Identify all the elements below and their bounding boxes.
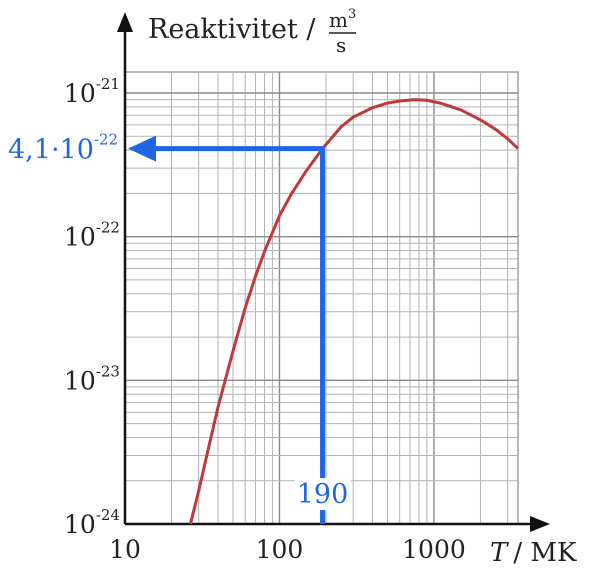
annotation-y-label: 4,1·10-22	[8, 131, 118, 166]
y-tick-label: 10-24	[64, 506, 120, 539]
x-axis-label: T / MK	[490, 538, 577, 568]
annotation-x-label: 190	[297, 479, 349, 510]
series	[188, 98, 520, 525]
y-tick-label: 10-23	[64, 362, 120, 395]
annotation: 190 4,1·10-22	[8, 131, 351, 524]
y-tick-labels: 10-21 10-22 10-23 10-24	[64, 75, 120, 539]
x-axis-arrow	[530, 516, 550, 532]
x-tick-labels: 10 100 1000	[109, 535, 466, 564]
annotation-arrowhead	[128, 135, 156, 162]
y-axis-unit-denominator: s	[336, 33, 346, 57]
y-axis-label: Reaktivitet /	[148, 14, 316, 45]
y-tick-label: 10-21	[64, 75, 120, 108]
y-axis-title: Reaktivitet / m3 s	[148, 7, 356, 57]
y-axis-unit-numerator: m3	[329, 7, 356, 32]
y-axis-arrow	[117, 12, 133, 32]
x-tick-label: 1000	[402, 535, 466, 564]
axes	[117, 12, 550, 532]
y-tick-label: 10-22	[64, 219, 120, 252]
reactivity-curve	[188, 98, 520, 525]
x-tick-label: 10	[109, 535, 141, 564]
annotation-x-label-box	[294, 478, 351, 510]
x-tick-label: 100	[256, 535, 304, 564]
